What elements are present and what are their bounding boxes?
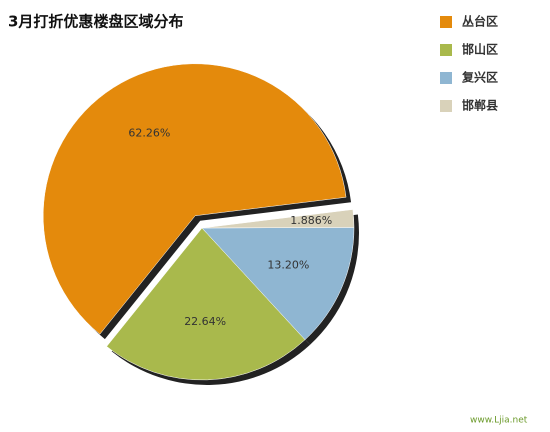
legend-swatch — [440, 100, 452, 112]
watermark: www.Ljia.net — [470, 416, 528, 426]
slice-label: 1.886% — [290, 214, 332, 227]
chart-title: 3月打折优惠楼盘区域分布 — [8, 13, 183, 31]
legend-label: 邯山区 — [462, 42, 498, 57]
legend-swatch — [440, 16, 452, 28]
slice-label: 13.20% — [267, 259, 309, 272]
pie-slice — [201, 209, 355, 229]
legend-label: 丛台区 — [462, 14, 498, 29]
slice-label: 22.64% — [184, 315, 226, 328]
pie-slice — [42, 63, 347, 335]
slice-label: 62.26% — [128, 126, 170, 139]
legend-label: 邯郸县 — [462, 98, 498, 113]
pie-slice — [201, 227, 355, 341]
legend-swatch — [440, 44, 452, 56]
pie-slice — [106, 227, 306, 381]
legend-label: 复兴区 — [461, 70, 498, 85]
legend-swatch — [440, 72, 452, 84]
